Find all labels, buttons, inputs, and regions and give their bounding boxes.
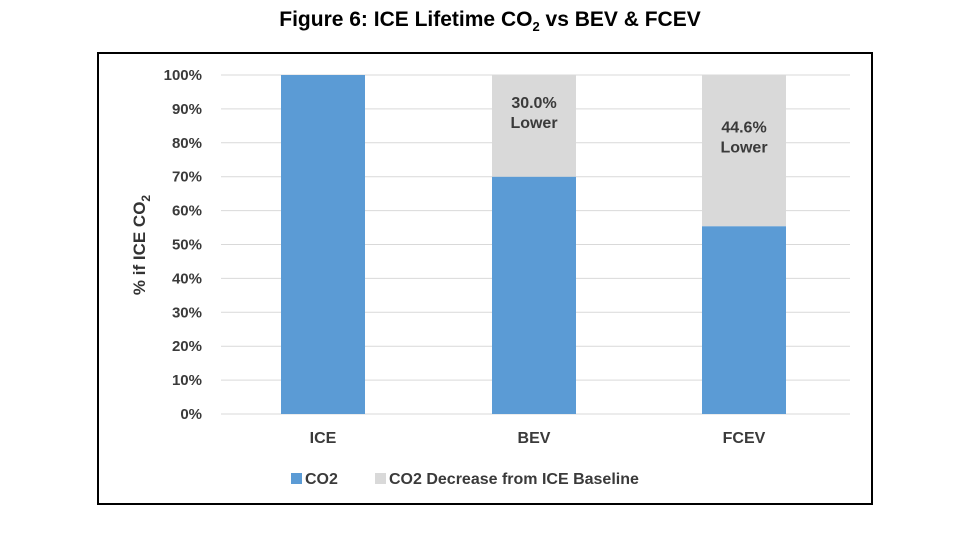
y-axis-label-subscript: 2 <box>139 195 153 202</box>
y-tick-label: 80% <box>172 135 202 152</box>
bar-bev-co2 <box>492 176 576 414</box>
legend-swatch-co2 <box>291 473 302 484</box>
data-labels: 30.0% Lower 44.6% Lower <box>510 95 767 157</box>
y-tick-labels: 0% 10% 20% 30% 40% 50% 60% 70% 80% 90% 100% <box>164 67 202 423</box>
figure-title: Figure 6: ICE Lifetime CO2 vs BEV & FCEV <box>0 8 980 34</box>
y-tick-label: 90% <box>172 101 202 118</box>
figure-title-main: Figure 6: ICE Lifetime CO <box>279 8 533 31</box>
category-label-bev: BEV <box>518 430 551 447</box>
legend-label-co2: CO2 <box>305 471 338 488</box>
y-tick-label: 0% <box>180 406 202 423</box>
legend: CO2 CO2 Decrease from ICE Baseline <box>291 471 639 488</box>
y-tick-label: 30% <box>172 304 202 321</box>
y-tick-label: 100% <box>164 67 202 84</box>
y-tick-label: 40% <box>172 270 202 287</box>
category-labels: ICE BEV FCEV <box>310 430 766 447</box>
data-label-fcev: 44.6% Lower <box>720 120 767 157</box>
bar-fcev-co2 <box>702 226 786 414</box>
category-label-ice: ICE <box>310 430 337 447</box>
y-tick-label: 10% <box>172 372 202 389</box>
bars <box>281 75 786 414</box>
y-tick-label: 20% <box>172 338 202 355</box>
chart-frame <box>97 52 873 505</box>
y-tick-label: 60% <box>172 203 202 220</box>
bar-ice-co2 <box>281 75 365 414</box>
legend-label-decrease: CO2 Decrease from ICE Baseline <box>389 471 639 488</box>
legend-swatch-decrease <box>375 473 386 484</box>
y-axis-label-main: % if ICE CO <box>130 202 149 296</box>
figure-title-subscript: 2 <box>532 19 540 35</box>
bar-fcev-decrease <box>702 75 786 227</box>
bar-bev-decrease <box>492 75 576 177</box>
y-tick-label: 70% <box>172 169 202 186</box>
y-tick-label: 50% <box>172 237 202 254</box>
figure-title-rest: vs BEV & FCEV <box>539 8 701 31</box>
data-label-bev: 30.0% Lower <box>510 95 557 132</box>
y-axis-label: % if ICE CO2 <box>130 195 153 296</box>
category-label-fcev: FCEV <box>723 430 766 447</box>
